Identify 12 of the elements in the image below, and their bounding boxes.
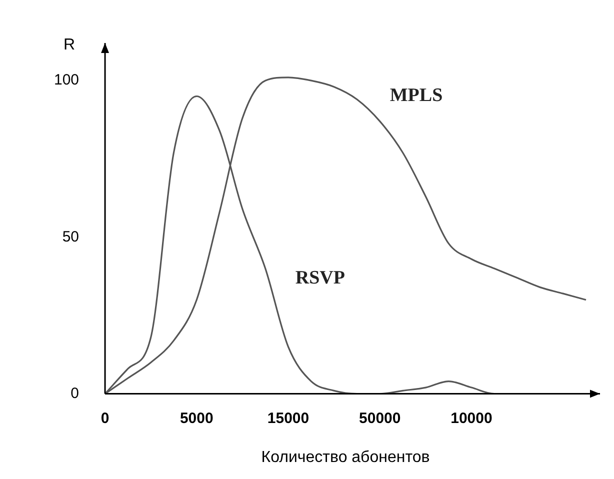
y-tick-label: 0 xyxy=(70,384,80,402)
x-axis-title: Количество абонентов xyxy=(261,448,430,466)
x-tick-label: 5000 xyxy=(180,410,214,427)
y-tick-label: 100 xyxy=(54,72,80,89)
x-tick-label: 15000 xyxy=(267,410,310,427)
x-tick-label: 50000 xyxy=(359,410,401,427)
series-label: MPLS xyxy=(390,85,443,106)
y-axis-title: R xyxy=(63,36,76,54)
x-tick-label: 0 xyxy=(100,410,110,427)
series-label: RSVP xyxy=(295,267,346,288)
x-tick-label: 10000 xyxy=(450,410,492,427)
y-tick-label: 50 xyxy=(62,228,80,246)
